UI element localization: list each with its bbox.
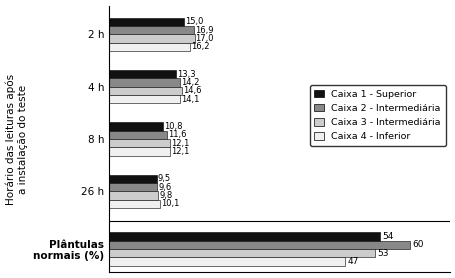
Bar	[109, 232, 379, 240]
Bar	[109, 175, 157, 183]
Text: 9,8: 9,8	[159, 191, 172, 200]
Bar	[109, 87, 182, 95]
Text: 14,2: 14,2	[181, 78, 199, 87]
Text: 14,1: 14,1	[181, 95, 199, 104]
Bar	[109, 95, 180, 103]
Text: 13,3: 13,3	[177, 70, 195, 79]
Text: 60: 60	[412, 240, 423, 249]
Bar	[109, 131, 167, 139]
Bar	[109, 191, 158, 200]
Bar	[109, 147, 170, 156]
Text: 16,2: 16,2	[191, 43, 210, 51]
Bar	[109, 122, 163, 131]
Text: 47: 47	[347, 257, 358, 266]
Bar	[109, 18, 184, 26]
Bar	[109, 70, 176, 78]
Y-axis label: Horário das leituras após
a instalação do teste: Horário das leituras após a instalação d…	[5, 73, 28, 205]
Text: 12,1: 12,1	[171, 147, 189, 156]
Bar	[109, 43, 190, 51]
Text: 9,6: 9,6	[158, 183, 171, 192]
Text: 10,1: 10,1	[161, 199, 179, 208]
Text: 12,1: 12,1	[171, 139, 189, 148]
Bar	[109, 240, 410, 249]
Text: 9,5: 9,5	[157, 174, 171, 183]
Text: 11,6: 11,6	[168, 130, 187, 139]
Bar	[109, 139, 170, 147]
Bar	[109, 34, 194, 43]
Bar	[109, 249, 374, 257]
Bar	[109, 200, 160, 208]
Legend: Caixa 1 - Superior, Caixa 2 - Intermediária, Caixa 3 - Intermediária, Caixa 4 - : Caixa 1 - Superior, Caixa 2 - Intermediá…	[309, 85, 445, 146]
Bar	[109, 26, 193, 34]
Bar	[109, 183, 157, 191]
Text: 54: 54	[382, 232, 393, 241]
Text: 10,8: 10,8	[164, 122, 182, 131]
Bar	[109, 78, 180, 87]
Text: 16,9: 16,9	[195, 26, 213, 35]
Text: 14,6: 14,6	[183, 86, 202, 95]
Bar	[109, 257, 344, 266]
Text: 17,0: 17,0	[195, 34, 213, 43]
Text: 53: 53	[377, 249, 388, 258]
Text: 15,0: 15,0	[185, 17, 203, 26]
